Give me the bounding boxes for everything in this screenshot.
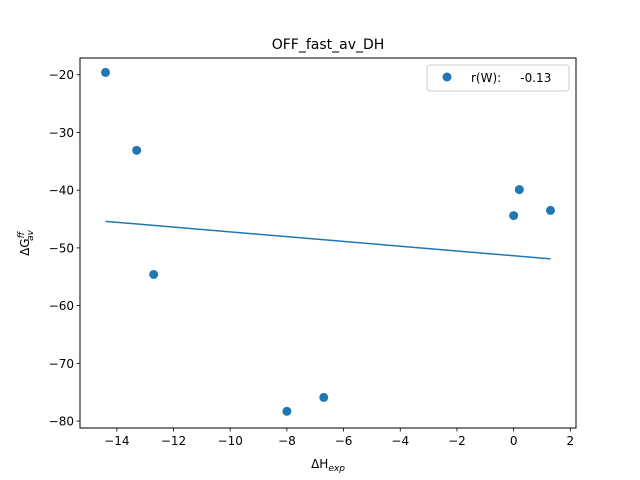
y-tick-label: −50 [49, 241, 74, 255]
x-axis-label: ΔHexp [311, 457, 345, 474]
data-point [319, 392, 329, 402]
y-tick-label: −70 [49, 357, 74, 371]
x-tick-label: −8 [278, 434, 296, 448]
plot-frame [79, 57, 577, 429]
x-tick-label: −12 [161, 434, 186, 448]
legend-label: r(W): -0.13 [471, 71, 551, 85]
y-axis-label-symbol: ΔG [18, 238, 32, 256]
x-tick-label: 0 [510, 434, 518, 448]
x-tick-label: −10 [218, 434, 243, 448]
y-axis-label-superscript: ff [17, 230, 27, 238]
data-point [282, 406, 292, 416]
x-axis-label-subscript: exp [328, 464, 345, 474]
y-axis-label-text: ΔGffav [17, 229, 36, 256]
x-axis-label-text: ΔHexp [311, 457, 345, 474]
y-axis-label-subscript: av [26, 229, 36, 241]
x-tick-label: −6 [335, 434, 353, 448]
legend-box [426, 64, 570, 92]
data-point [509, 211, 519, 221]
y-tick-label: −30 [49, 126, 74, 140]
data-point [545, 205, 555, 215]
x-tick-label: −14 [104, 434, 129, 448]
data-point [101, 67, 111, 77]
legend: r(W): -0.13 [426, 64, 570, 92]
x-tick-label: 2 [567, 434, 575, 448]
y-tick-label: −80 [49, 415, 74, 429]
x-axis: −14 −12 −10 −8 −6 −4 −2 0 2 [104, 428, 574, 448]
x-tick-label: −2 [448, 434, 466, 448]
regression-line [105, 220, 551, 260]
chart-title: OFF_fast_av_DH [272, 37, 385, 53]
legend-marker [442, 72, 452, 82]
y-tick-label: −60 [49, 299, 74, 313]
y-axis-label: ΔGffav [17, 229, 36, 256]
y-axis: −80 −70 −60 −50 −40 −30 −20 [49, 68, 80, 429]
plot-marks [101, 67, 555, 416]
data-point [149, 269, 159, 279]
data-point [514, 185, 524, 195]
data-point [132, 145, 142, 155]
y-tick-label: −20 [49, 68, 74, 82]
x-tick-label: −4 [391, 434, 409, 448]
y-tick-label: −40 [49, 184, 74, 198]
x-axis-label-symbol: ΔH [311, 457, 328, 471]
